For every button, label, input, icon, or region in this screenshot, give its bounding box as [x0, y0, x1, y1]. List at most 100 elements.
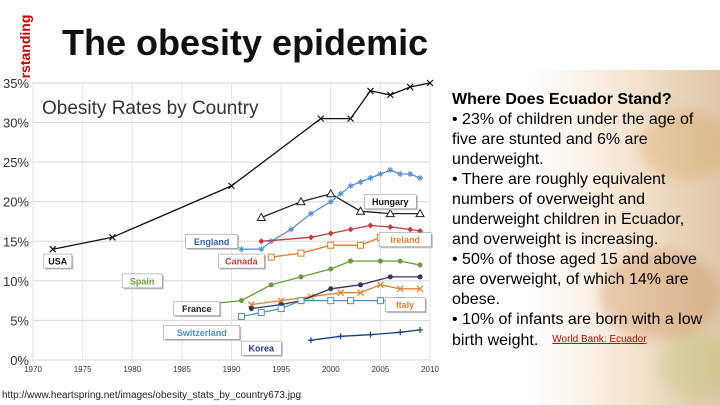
- data-point: [268, 282, 274, 288]
- data-point: [417, 174, 424, 181]
- data-point: [328, 286, 334, 292]
- data-point: [247, 301, 255, 309]
- series-line-ireland: [261, 224, 421, 242]
- obesity-chart: 0% 5% 10% 15% 20% 25% 30% 35% 1970 1975 1980 1985 19…: [0, 78, 445, 380]
- data-point: [277, 297, 285, 305]
- data-point: [288, 226, 295, 233]
- data-point: [327, 241, 335, 249]
- data-point: [396, 285, 404, 293]
- slide-title: The obesity epidemic: [62, 22, 429, 63]
- series-label: Hungary: [372, 197, 409, 207]
- y-tick-label: 35%: [3, 78, 29, 91]
- data-point: [296, 196, 306, 206]
- data-point: [376, 297, 384, 305]
- series-label-box: [173, 301, 221, 316]
- series-label-box: [384, 297, 426, 312]
- data-point: [377, 171, 384, 178]
- x-tick-label: 1970: [24, 365, 42, 374]
- bullet-birth-weight: • 10% of infants are born with a low bir…: [452, 311, 703, 349]
- data-point: [407, 226, 414, 233]
- data-point: [337, 333, 344, 340]
- series-label: Spain: [130, 276, 155, 286]
- panel-heading: Where Does Ecuador Stand?: [452, 91, 672, 108]
- data-point: [417, 262, 423, 268]
- data-point: [348, 258, 354, 264]
- series-label-box: [43, 253, 73, 269]
- data-point: [317, 115, 325, 123]
- data-point: [357, 241, 365, 249]
- data-point: [327, 230, 334, 237]
- data-point: [406, 83, 414, 91]
- data-point: [367, 174, 374, 181]
- series-label-box: [240, 340, 282, 356]
- data-point: [337, 190, 344, 197]
- series-label: Korea: [249, 344, 276, 354]
- data-point: [347, 115, 355, 123]
- world-bank-link[interactable]: World Bank: Ecuador: [552, 334, 647, 345]
- data-point: [327, 198, 334, 205]
- data-point: [426, 79, 434, 87]
- x-tick-label: 1995: [272, 365, 290, 374]
- y-tick-label: 30%: [3, 116, 29, 131]
- series-line-hungary: [261, 193, 421, 219]
- data-point: [386, 91, 394, 99]
- x-tick-label: 1980: [123, 365, 141, 374]
- background-food-blur: [660, 330, 720, 400]
- data-point: [327, 297, 335, 305]
- data-point: [367, 331, 374, 338]
- data-point: [237, 312, 245, 320]
- data-point: [267, 253, 275, 261]
- x-tick-label: 1985: [173, 365, 191, 374]
- data-point: [387, 274, 393, 280]
- image-source-caption: http://www.heartspring.net/images/obesit…: [2, 390, 302, 401]
- data-point: [367, 87, 374, 95]
- series-label: USA: [48, 257, 68, 267]
- bullet-overweight-trend: • There are roughly equivalent numbers o…: [452, 171, 685, 248]
- data-point: [228, 182, 235, 190]
- data-point: [307, 337, 314, 344]
- data-point: [328, 266, 334, 272]
- x-tick-label: 2010: [421, 365, 439, 374]
- series-label-box: [121, 273, 163, 289]
- data-point: [358, 282, 364, 288]
- data-point: [258, 238, 265, 245]
- data-point: [325, 188, 336, 198]
- background-food-blur: [640, 110, 720, 180]
- y-tick-label: 25%: [3, 155, 29, 170]
- data-point: [298, 274, 304, 280]
- data-point: [108, 233, 116, 241]
- x-tick-label: 1975: [74, 365, 92, 374]
- chart-title: Obesity Rates by Country: [42, 98, 259, 119]
- data-point: [307, 234, 314, 241]
- data-point: [258, 246, 265, 253]
- data-point: [256, 212, 267, 222]
- series-line-italy: [251, 284, 421, 306]
- data-point: [238, 246, 245, 253]
- x-tick-label: 2005: [371, 365, 389, 374]
- data-point: [347, 297, 355, 305]
- data-point: [257, 309, 265, 317]
- x-tick-label: 2000: [322, 365, 340, 374]
- series-label: Switzerland: [177, 328, 227, 338]
- data-point: [337, 289, 345, 297]
- data-point: [407, 171, 414, 178]
- data-point: [347, 226, 354, 233]
- x-tick-label: 1990: [223, 365, 241, 374]
- background-food-blur: [600, 250, 720, 340]
- data-point: [297, 297, 305, 305]
- data-point: [387, 167, 394, 174]
- data-point: [347, 182, 354, 189]
- series-label: Italy: [396, 300, 414, 310]
- data-point: [377, 258, 383, 264]
- series-label-box: [218, 253, 265, 269]
- series-label: France: [182, 304, 212, 314]
- data-point: [238, 298, 244, 304]
- data-point: [397, 329, 404, 336]
- data-point: [397, 171, 404, 178]
- data-point: [355, 206, 366, 215]
- chart-svg: 0% 5% 10% 15% 20% 25% 30% 35% 1970 1975 1980 1985 19…: [3, 78, 439, 374]
- data-point: [367, 222, 374, 229]
- background-image: [430, 70, 720, 405]
- data-point: [297, 249, 305, 257]
- data-point: [417, 326, 424, 333]
